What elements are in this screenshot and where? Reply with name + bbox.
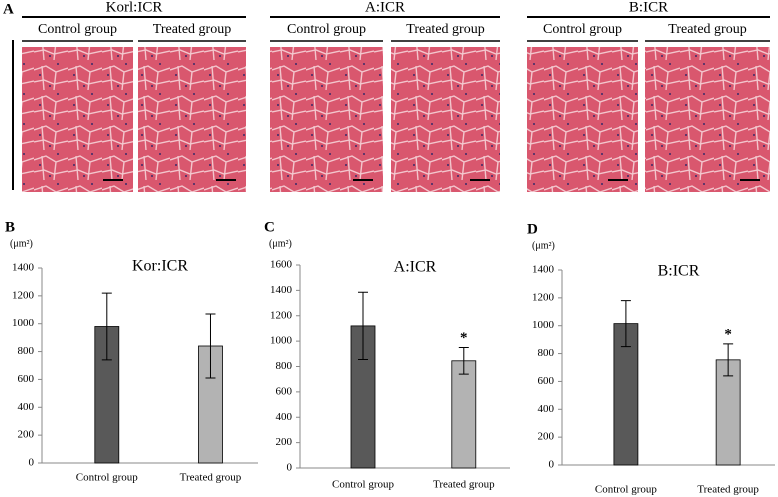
panel-label: A: [3, 1, 14, 17]
y-unit: (μm²): [532, 240, 555, 251]
error-bar: [620, 300, 631, 348]
x-tick-label: Control group: [332, 479, 395, 491]
y-tick-label: 1400: [12, 262, 35, 274]
x-tick-label: Control group: [76, 472, 139, 484]
column-label: Control group: [543, 22, 622, 37]
y-tick-label: 400: [18, 401, 35, 413]
micrograph: [138, 47, 246, 192]
chart-title: Kor:ICR: [132, 258, 188, 275]
y-tick-label: 0: [29, 457, 35, 469]
micrograph: [391, 47, 500, 192]
micrograph: [22, 47, 133, 192]
bar: [613, 323, 639, 466]
significance-mark: *: [460, 330, 468, 346]
column-label: Treated group: [153, 22, 231, 37]
y-tick-label: 400: [276, 411, 293, 423]
y-tick-label: 1000: [270, 335, 293, 347]
y-tick-label: 800: [538, 347, 555, 359]
y-tick-label: 1200: [532, 291, 555, 303]
y-tick-label: 1400: [270, 284, 293, 296]
column-label: Control group: [38, 22, 117, 37]
y-tick-label: 400: [538, 403, 555, 415]
panel-label: B: [5, 219, 15, 235]
y-tick-label: 600: [538, 375, 555, 387]
y-tick-label: 800: [276, 360, 293, 372]
column-label: Control group: [287, 22, 366, 37]
y-tick-label: 0: [287, 462, 293, 474]
x-tick-label: Treated group: [697, 484, 759, 496]
panel-label: D: [527, 221, 538, 237]
bar: [451, 360, 477, 469]
group-title: B:ICR: [629, 0, 668, 15]
y-tick-label: 200: [538, 431, 555, 443]
micrograph: [527, 47, 638, 192]
y-tick-label: 0: [549, 459, 555, 471]
y-tick-label: 600: [18, 373, 35, 385]
panel-label: C: [264, 219, 275, 235]
x-tick-label: Treated group: [433, 479, 495, 491]
y-unit: (μm²): [10, 238, 33, 249]
y-tick-label: 1000: [532, 319, 555, 331]
x-tick-label: Control group: [595, 484, 658, 496]
error-bar: [358, 291, 368, 361]
error-bar: [458, 346, 469, 375]
y-tick-label: 1000: [12, 317, 35, 329]
micrograph: [270, 47, 383, 192]
column-label: Treated group: [668, 22, 746, 37]
y-tick-label: 1400: [532, 264, 555, 276]
bar: [715, 359, 741, 466]
group-title: A:ICR: [365, 0, 405, 15]
y-tick-label: 800: [18, 345, 35, 357]
chart-title: B:ICR: [658, 263, 700, 280]
error-bar: [723, 343, 734, 377]
error-bar: [205, 313, 216, 379]
chart-title: A:ICR: [394, 259, 437, 276]
y-tick-label: 600: [276, 385, 293, 397]
x-tick-label: Treated group: [180, 472, 242, 484]
group-title: Korl:ICR: [106, 0, 163, 15]
y-tick-label: 200: [276, 436, 293, 448]
micrograph: [645, 47, 770, 192]
significance-mark: *: [724, 326, 732, 342]
y-tick-label: 1200: [12, 289, 35, 301]
y-tick-label: 200: [18, 429, 35, 441]
error-bar: [101, 292, 112, 361]
y-tick-label: 1600: [270, 259, 293, 271]
y-tick-label: 1200: [270, 309, 293, 321]
column-label: Treated group: [406, 22, 484, 37]
y-unit: (μm²): [269, 238, 292, 249]
